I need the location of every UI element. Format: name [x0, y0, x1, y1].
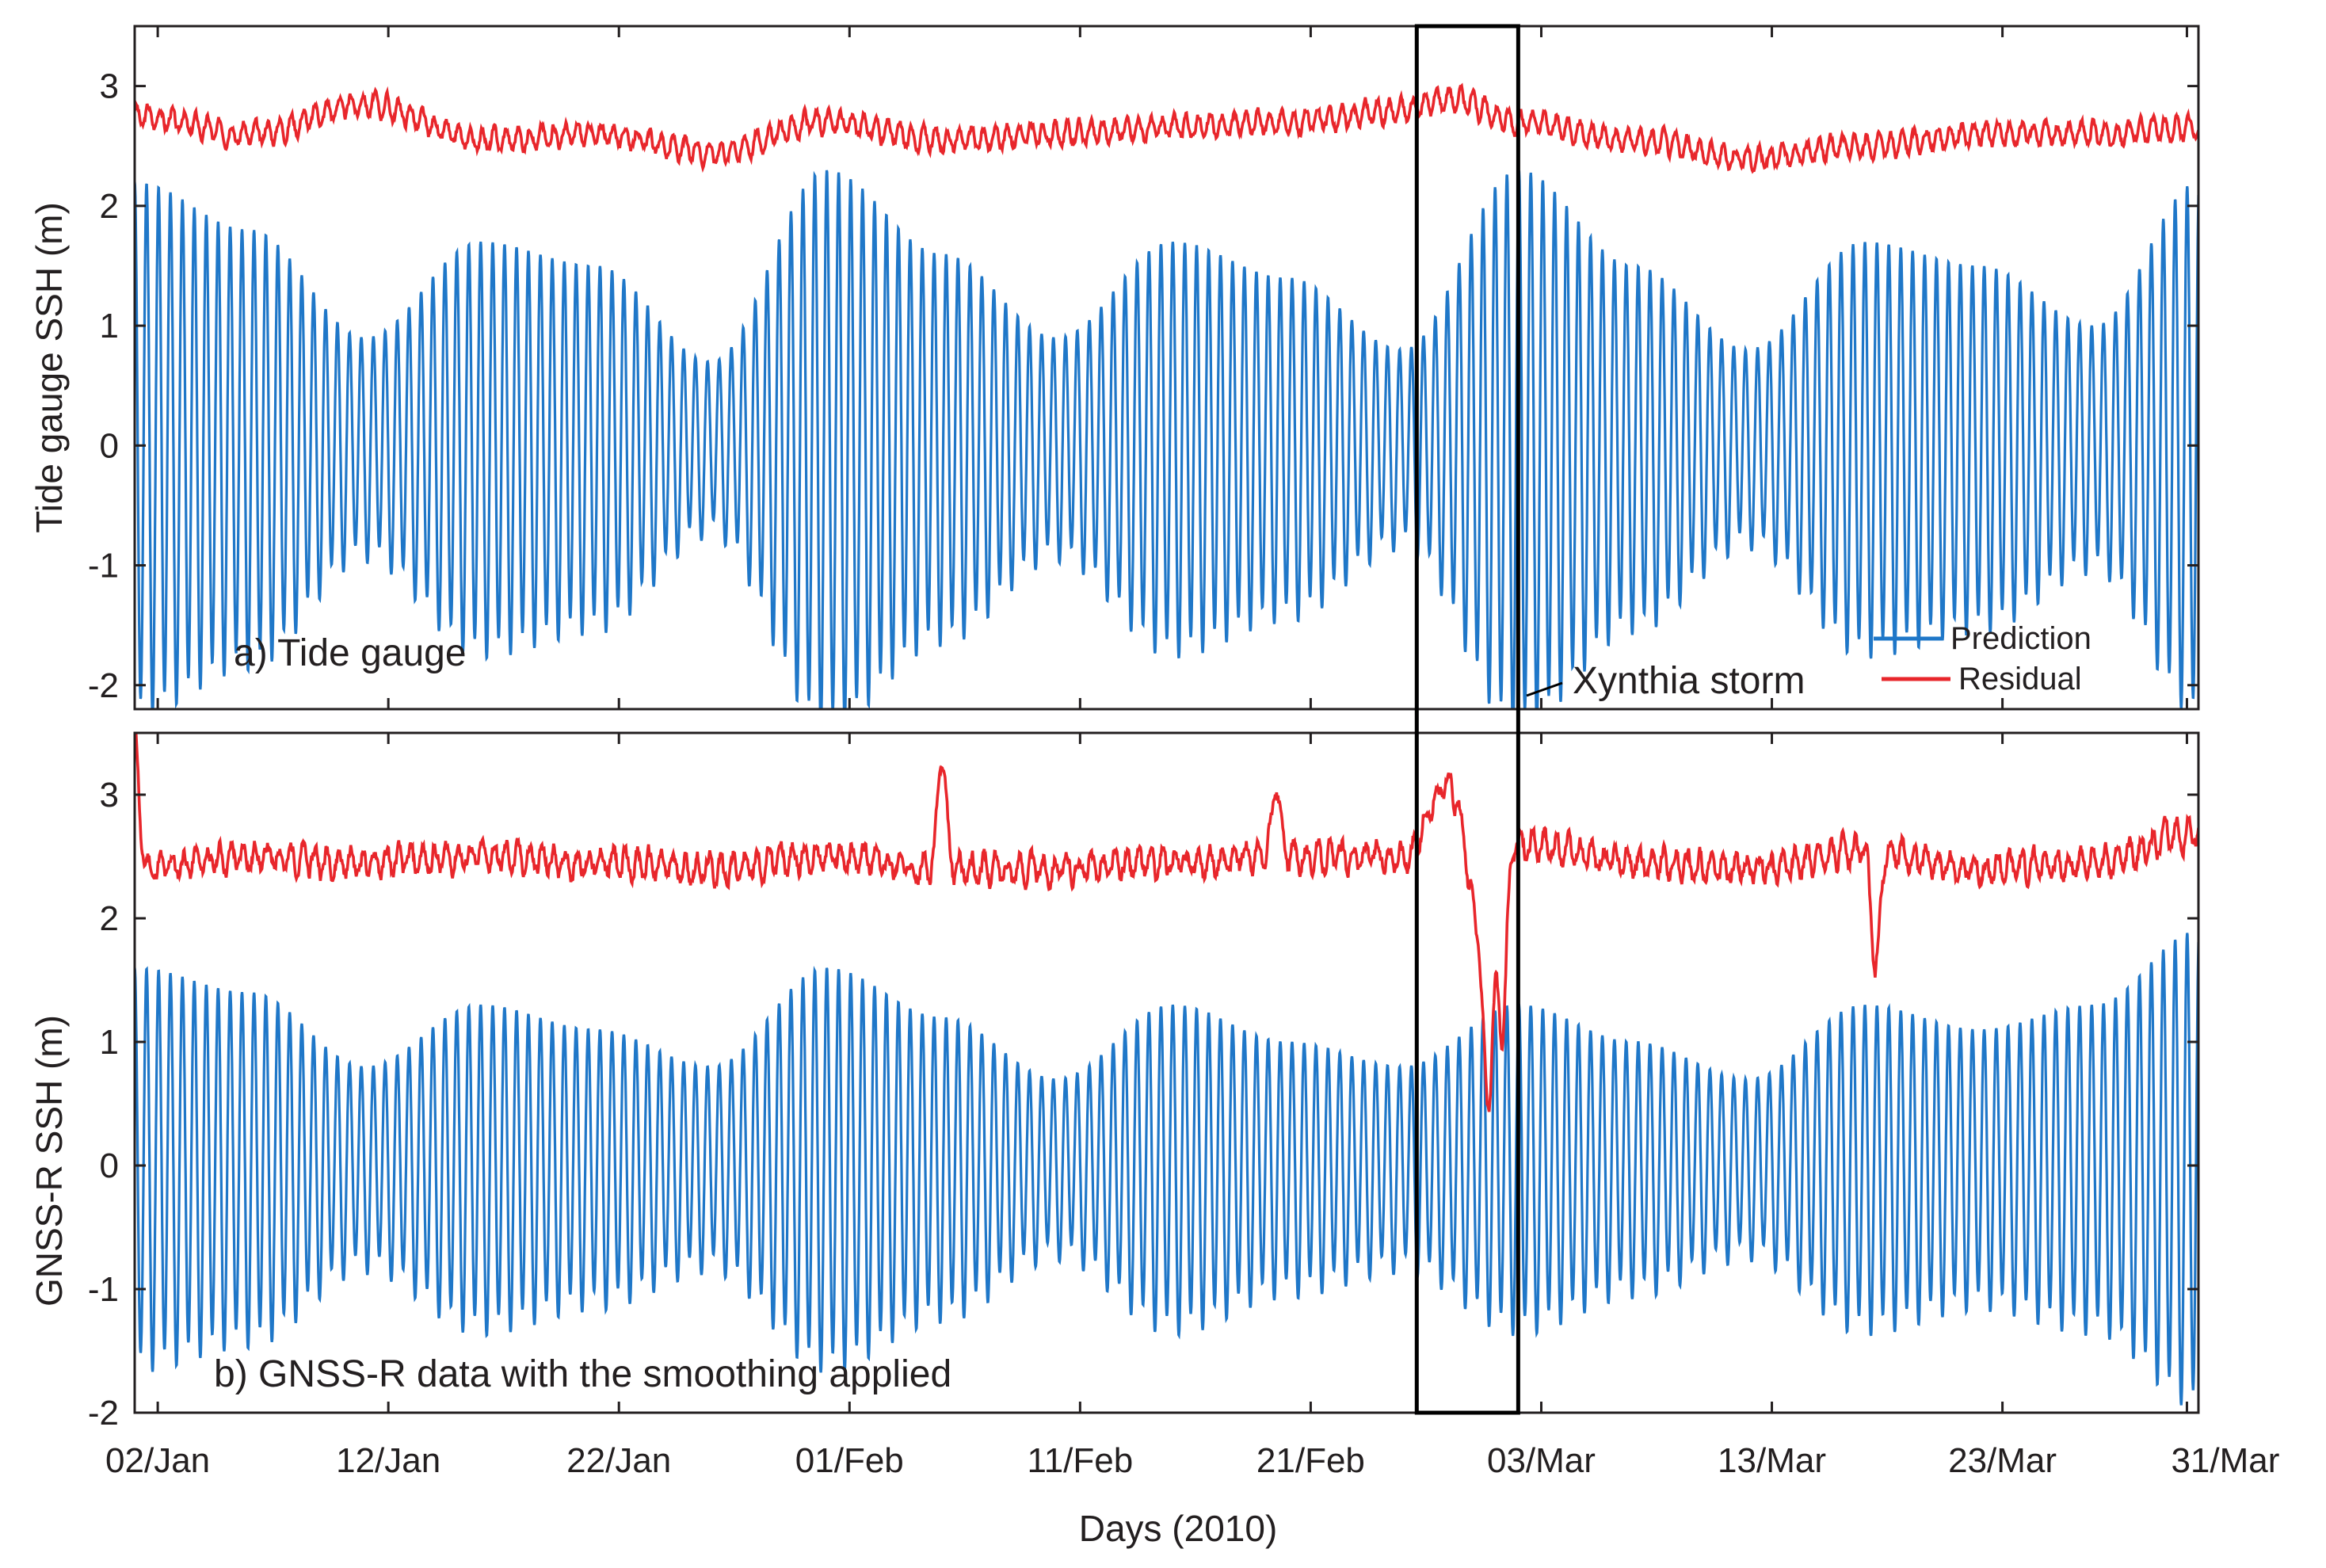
y-tick-label: 0 — [100, 1146, 119, 1185]
panel-b-frame — [133, 731, 2200, 1414]
panel-a-tide-gauge: -2 -1 0 1 2 3 Tide gauge SSH (m) a) Tide gaug… — [29, 25, 2200, 711]
x-tick-label: 12/Jan — [336, 1441, 440, 1480]
y-tick-label: 3 — [100, 776, 119, 815]
storm-leader-line — [1526, 681, 1563, 697]
series-residual-line — [135, 733, 2198, 1112]
panel-a-label: a) Tide gauge — [234, 632, 467, 674]
series-prediction-line — [135, 167, 2198, 709]
x-tick-label: 21/Feb — [1256, 1441, 1365, 1480]
y-tick-label: -2 — [88, 1394, 119, 1433]
legend: Prediction Residual — [1874, 621, 2091, 696]
legend-prediction-label: Prediction — [1950, 621, 2091, 656]
x-axis-title: Days (2010) — [1079, 1508, 1278, 1549]
panel-a-y-axis-title: Tide gauge SSH (m) — [29, 202, 70, 533]
legend-residual-label: Residual — [1958, 662, 2082, 696]
y-tick-label: -2 — [88, 666, 119, 705]
y-tick-label: 2 — [100, 899, 119, 938]
xynthia-storm-annotation: Xynthia storm — [1414, 24, 1805, 1415]
x-tick-label: 31/Mar — [2171, 1441, 2279, 1480]
x-tick-label: 22/Jan — [566, 1441, 671, 1480]
panel-b-label: b) GNSS-R data with the smoothing applie… — [214, 1353, 951, 1395]
panel-b-y-ticks: -2 -1 0 1 2 3 — [88, 776, 2198, 1433]
panel-a-y-ticks: -2 -1 0 1 2 3 — [88, 67, 2198, 705]
x-axis-ticks: 02/Jan 12/Jan 22/Jan 01/Feb 11/Feb 21/Feb 03/M… — [105, 26, 2279, 1480]
x-tick-label: 11/Feb — [1027, 1441, 1133, 1480]
x-tick-label: 23/Mar — [1948, 1441, 2057, 1480]
panel-a-frame — [133, 25, 2200, 711]
y-tick-label: -1 — [88, 1270, 119, 1309]
y-tick-label: 1 — [100, 307, 119, 345]
x-tick-label: 02/Jan — [105, 1441, 210, 1480]
panel-b-y-axis-title: GNSS-R SSH (m) — [29, 1015, 70, 1307]
y-tick-label: 3 — [100, 67, 119, 106]
series-prediction-line — [135, 933, 2198, 1406]
y-tick-label: 2 — [100, 187, 119, 226]
storm-highlight-box — [1414, 24, 1520, 1415]
x-tick-label: 13/Mar — [1718, 1441, 1826, 1480]
x-tick-label: 01/Feb — [795, 1441, 904, 1480]
panel-b-gnss-r: -2 -1 0 1 2 3 GNSS-R SSH (m) b) GNSS-R data w… — [29, 731, 2200, 1433]
y-tick-label: 0 — [100, 426, 119, 465]
panel-a-plot-area — [135, 82, 2198, 709]
storm-annotation-label: Xynthia storm — [1573, 660, 1805, 702]
y-tick-label: -1 — [88, 547, 119, 586]
y-tick-label: 1 — [100, 1023, 119, 1062]
panel-b-plot-area — [135, 733, 2198, 1406]
series-residual-line — [135, 82, 2198, 174]
x-tick-label: 03/Mar — [1487, 1441, 1596, 1480]
